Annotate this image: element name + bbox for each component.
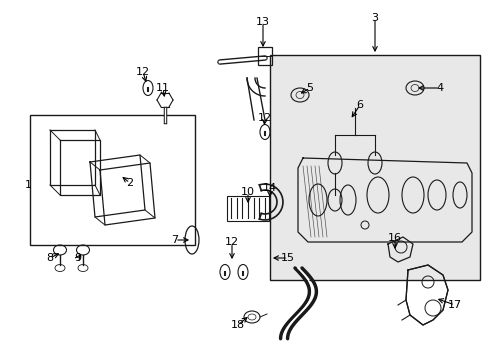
Text: 10: 10 [241,187,254,197]
Bar [258,47,271,65]
Text: 5: 5 [306,83,313,93]
Text: 2: 2 [126,178,133,188]
Text: 1: 1 [24,180,31,190]
Text: 15: 15 [281,253,294,263]
Bar [30,115,195,245]
Text: 12: 12 [257,113,271,123]
Text: 3: 3 [371,13,378,23]
Text: 6: 6 [356,100,363,110]
Bar [226,196,268,221]
Bar [269,55,479,280]
Text: 7: 7 [171,235,178,245]
Text: 11: 11 [156,83,170,93]
Text: 4: 4 [436,83,443,93]
Text: 18: 18 [230,320,244,330]
Text: 9: 9 [74,253,81,263]
Text: 8: 8 [46,253,54,263]
Text: 13: 13 [256,17,269,27]
Text: 12: 12 [136,67,150,77]
Text: 17: 17 [447,300,461,310]
Text: 16: 16 [387,233,401,243]
Text: 14: 14 [263,183,277,193]
Text: 12: 12 [224,237,239,247]
